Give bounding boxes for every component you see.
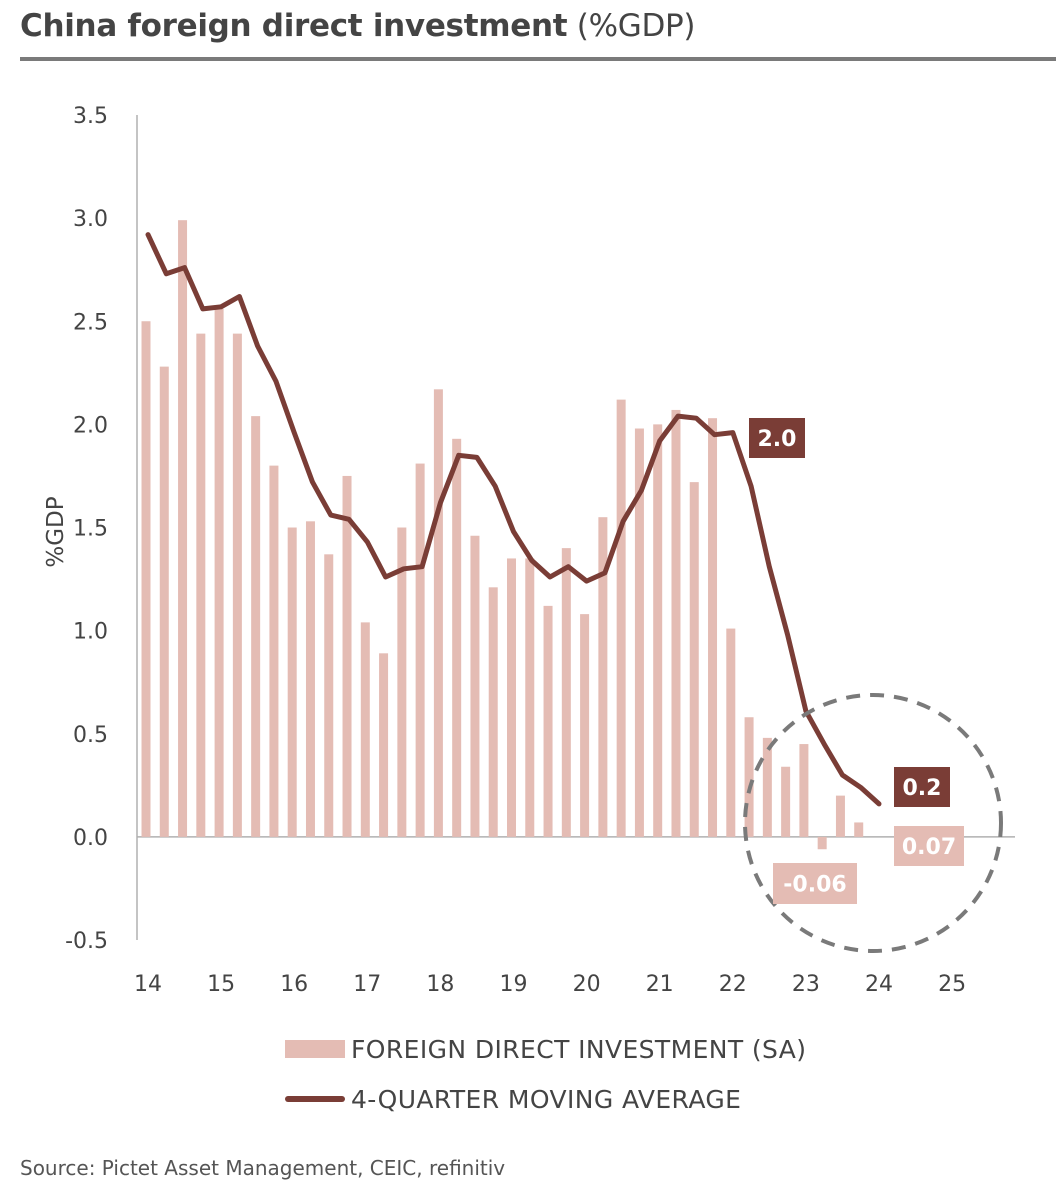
x-tick-label: 17	[353, 972, 381, 997]
y-tick-label: 1.0	[73, 620, 108, 645]
fdi-bar	[744, 717, 754, 837]
chart-title-main: China foreign direct investment	[20, 8, 568, 44]
y-tick-label: 0.5	[73, 723, 108, 748]
annotation-box	[894, 767, 950, 807]
moving-average-line	[145, 232, 882, 807]
fdi-bar	[726, 628, 736, 837]
legend-item-fdi: FOREIGN DIRECT INVESTMENT (SA)	[285, 1024, 806, 1074]
fdi-bar	[196, 333, 206, 837]
fdi-bar	[287, 527, 297, 837]
fdi-bar	[525, 558, 535, 837]
fdi-bar	[452, 438, 462, 837]
legend: FOREIGN DIRECT INVESTMENT (SA) 4-QUARTER…	[285, 1024, 806, 1124]
fdi-bar	[324, 554, 334, 837]
fdi-bar	[379, 653, 389, 837]
fdi-chart: 3.5 3.0 2.5 2.0 1.5 1.0 0.5 0.0 -0.5 %GDP 14 15 16 17…	[43, 104, 1015, 997]
annotation-box	[749, 418, 805, 458]
x-tick-label: 22	[719, 972, 747, 997]
fdi-bar	[835, 795, 845, 837]
line-layer	[145, 232, 882, 807]
x-tick-label: 16	[280, 972, 308, 997]
fdi-bar	[616, 399, 626, 837]
fdi-bar	[817, 836, 827, 850]
source-note: Source: Pictet Asset Management, CEIC, r…	[20, 1156, 506, 1180]
fdi-bar	[178, 220, 188, 837]
fdi-bar	[159, 366, 169, 837]
x-tick-label: 25	[938, 972, 966, 997]
fdi-bar	[305, 521, 315, 837]
fdi-bar	[232, 333, 242, 837]
fdi-bar	[543, 605, 553, 837]
x-tick-label: 20	[573, 972, 601, 997]
fdi-bar	[799, 744, 809, 837]
fdi-bar	[708, 418, 718, 837]
x-tick-label: 21	[646, 972, 674, 997]
fdi-bar	[671, 409, 681, 837]
annotation-label: 0.07	[902, 835, 956, 860]
annotations-layer: 2.0 0.2 0.07 -0.06	[743, 418, 1003, 953]
y-axis-title: %GDP	[43, 496, 69, 567]
title-rule	[20, 57, 1056, 61]
y-tick-label: -0.5	[65, 929, 108, 954]
fdi-bar	[397, 527, 407, 837]
fdi-bar	[488, 587, 498, 837]
fdi-bar	[269, 465, 279, 837]
annotation-box	[773, 863, 857, 904]
y-tick-label: 0.0	[73, 826, 108, 851]
fdi-bar	[598, 517, 608, 837]
fdi-bar	[689, 482, 699, 837]
legend-swatch-line	[285, 1096, 345, 1102]
fdi-bar	[415, 463, 425, 837]
axes-layer: 3.5 3.0 2.5 2.0 1.5 1.0 0.5 0.0 -0.5 %GDP 14 15 16 17…	[43, 104, 1015, 997]
fdi-bar	[580, 614, 590, 837]
highlight-circle	[743, 693, 1003, 953]
x-tick-label: 23	[792, 972, 820, 997]
x-tick-label: 14	[134, 972, 162, 997]
fdi-bar	[762, 737, 772, 837]
legend-label-moving-average: 4-QUARTER MOVING AVERAGE	[351, 1084, 742, 1114]
fdi-bar	[653, 424, 663, 837]
x-tick-label: 24	[865, 972, 893, 997]
chart-title: China foreign direct investment (%GDP)	[20, 8, 696, 44]
fdi-bar	[251, 416, 261, 837]
y-tick-label: 1.5	[73, 517, 108, 542]
y-tick-label: 2.0	[73, 413, 108, 438]
fdi-bar	[214, 308, 224, 837]
fdi-bar	[507, 558, 516, 837]
y-tick-label: 3.5	[73, 104, 108, 129]
legend-item-moving-average: 4-QUARTER MOVING AVERAGE	[285, 1074, 806, 1124]
fdi-bar	[470, 535, 480, 837]
fdi-bar	[342, 475, 352, 837]
annotation-box	[894, 826, 964, 866]
fdi-bar	[360, 622, 370, 837]
fdi-bar	[433, 389, 443, 837]
fdi-bar	[854, 822, 864, 837]
annotation-label: 2.0	[758, 427, 797, 452]
x-tick-label: 15	[207, 972, 235, 997]
fdi-bar	[634, 428, 644, 837]
x-tick-label: 19	[500, 972, 528, 997]
fdi-bar	[561, 548, 571, 837]
legend-swatch-bar	[285, 1040, 345, 1058]
fdi-bar	[781, 766, 791, 837]
annotation-label: -0.06	[783, 873, 846, 898]
legend-label-fdi: FOREIGN DIRECT INVESTMENT (SA)	[351, 1034, 807, 1064]
fdi-bar	[141, 321, 151, 837]
annotation-label: 0.2	[903, 776, 942, 801]
bars-layer	[141, 220, 864, 850]
x-tick-label: 18	[426, 972, 454, 997]
chart-title-unit: (%GDP)	[576, 8, 696, 44]
y-tick-label: 3.0	[73, 207, 108, 232]
y-tick-label: 2.5	[73, 310, 108, 335]
